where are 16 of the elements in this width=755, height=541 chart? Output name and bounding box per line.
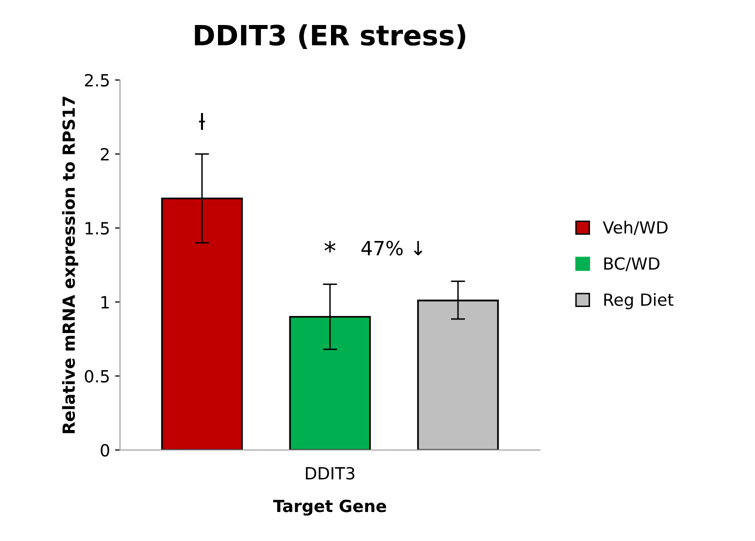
- y-tick-label: 2.5: [84, 74, 109, 87]
- x-tick-label: DDIT3: [306, 466, 354, 480]
- y-tick-label: 2: [100, 148, 109, 160]
- legend-label: BC/WD: [604, 257, 660, 272]
- chart-title: DDIT3 (ER stress): [194, 24, 466, 49]
- legend-label: Reg Diet: [604, 293, 674, 310]
- x-axis-title: Target Gene: [273, 500, 386, 516]
- y-tick-label: 0: [100, 444, 110, 457]
- annotation: *: [324, 241, 336, 252]
- y-tick-label: 0.5: [84, 370, 109, 383]
- y-tick-label: 1: [102, 296, 109, 308]
- y-tick-label: 1.5: [86, 222, 109, 235]
- annotation: ƚ: [199, 113, 205, 130]
- legend-label: Veh/WD: [602, 220, 668, 236]
- y-axis-title: Relative mRNA expression to RPS17: [62, 96, 78, 434]
- annotation: 47% ↓: [362, 240, 422, 256]
